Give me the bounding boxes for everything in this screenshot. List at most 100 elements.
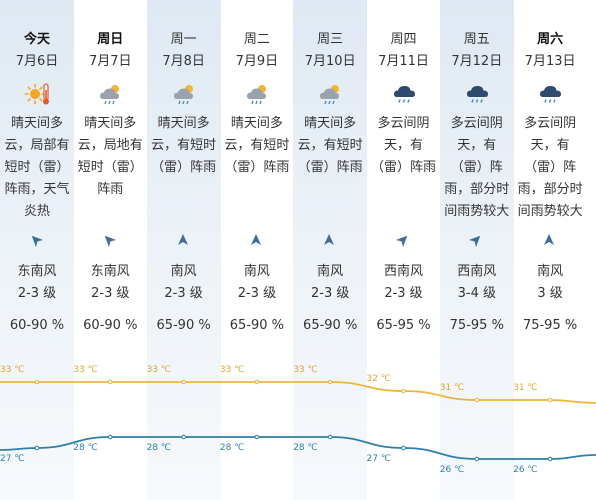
day-label: 今天 bbox=[23, 32, 50, 47]
column-band bbox=[293, 0, 368, 500]
cloud-rain-icon bbox=[464, 80, 492, 108]
low-temp-point bbox=[254, 434, 260, 440]
high-temp-label: 33 ℃ bbox=[0, 365, 25, 375]
high-temp-point bbox=[327, 379, 333, 385]
wind-level-label: 2-3 级 bbox=[237, 286, 277, 301]
wind-direction-label: 南风 bbox=[317, 264, 344, 279]
wind-direction-label: 东南风 bbox=[17, 264, 57, 279]
day-label: 周日 bbox=[97, 32, 124, 47]
column-band bbox=[0, 0, 74, 500]
low-temp-point bbox=[181, 434, 186, 440]
high-temp-label: 32 ℃ bbox=[366, 374, 391, 384]
date-label: 7月9日 bbox=[235, 54, 279, 69]
forecast-column: 周三 7月10日 晴天间多云，有短时（雷）阵雨 南风 2-3 级 65-90 % bbox=[293, 0, 367, 500]
day-label: 周四 bbox=[390, 32, 417, 47]
wind-direction-icon bbox=[395, 232, 411, 248]
date-label: 7月12日 bbox=[451, 54, 503, 69]
day-label: 周二 bbox=[243, 32, 270, 47]
cloud-rain-icon bbox=[537, 80, 565, 108]
wind-direction-label: 西南风 bbox=[457, 264, 497, 279]
day-label: 周六 bbox=[537, 32, 564, 47]
weather-description: 晴天间多云，有短时（雷）阵雨 bbox=[151, 116, 217, 175]
high-temp-line bbox=[0, 381, 596, 404]
day-label: 周一 bbox=[170, 32, 197, 47]
high-temp-point bbox=[108, 379, 113, 385]
date-label: 7月10日 bbox=[304, 54, 356, 69]
column-band bbox=[146, 0, 221, 500]
weather-description: 多云间阴天，有（雷）阵雨，部分时间雨势较大 bbox=[444, 116, 510, 219]
low-temp-point bbox=[401, 445, 406, 451]
humidity-label: 60-90 % bbox=[9, 318, 65, 333]
humidity-label: 65-90 % bbox=[156, 318, 211, 333]
humidity-label: 60-90 % bbox=[83, 318, 138, 333]
cloud-sun-rain-icon bbox=[97, 80, 125, 108]
cloud-sun-rain-icon bbox=[317, 80, 345, 108]
weather-description: 晴天间多云，局地有短时（雷）阵雨 bbox=[77, 116, 143, 197]
high-temp-label: 31 ℃ bbox=[439, 383, 465, 393]
low-temp-point bbox=[34, 445, 40, 451]
humidity-label: 65-90 % bbox=[229, 318, 285, 333]
wind-direction-icon bbox=[175, 232, 191, 248]
low-temp-label: 28 ℃ bbox=[293, 443, 318, 453]
day-label: 周三 bbox=[317, 32, 344, 47]
wind-level-label: 2-3 级 bbox=[384, 286, 423, 301]
wind-direction-label: 东南风 bbox=[90, 264, 130, 279]
forecast-column: 周五 7月12日多云间阴天，有（雷）阵雨，部分时间雨势较大西南风 3-4 级 75-9… bbox=[440, 0, 514, 500]
wind-direction-label: 西南风 bbox=[383, 264, 423, 279]
forecast-column: 周一 7月8日晴天间多云，有短时（雷）阵雨南风 2-3 级 65-90 % bbox=[147, 0, 221, 500]
weather-description: 多云间阴天，有（雷）阵雨 bbox=[370, 116, 436, 175]
date-label: 7月6日 bbox=[15, 54, 59, 69]
low-temp-point bbox=[547, 456, 553, 462]
low-temp-label: 27 ℃ bbox=[366, 454, 391, 464]
date-label: 7月13日 bbox=[524, 54, 576, 69]
humidity-label: 75-95 % bbox=[449, 318, 504, 333]
date-label: 7月7日 bbox=[89, 54, 132, 69]
high-temp-label: 33 ℃ bbox=[146, 365, 172, 375]
forecast-column: 周日 7月7日晴天间多云，局地有短时（雷）阵雨东南风 2-3 级 60-90 % bbox=[73, 0, 147, 500]
low-temp-label: 28 ℃ bbox=[219, 443, 245, 453]
day-label: 周五 bbox=[463, 32, 490, 47]
cloud-sun-rain-icon bbox=[244, 80, 272, 108]
wind-level-label: 2-3 级 bbox=[17, 286, 57, 301]
high-temp-point bbox=[474, 397, 480, 403]
low-temp-point bbox=[474, 456, 480, 462]
forecast-column: 今天 7月6日晴天间多云，局部有短时（雷）阵雨，天气炎热东南风 2-3 级 60-90… bbox=[0, 0, 74, 500]
wind-direction-icon bbox=[248, 232, 264, 248]
forecast-column: 周四 7月11日多云间阴天，有（雷）阵雨西南风 2-3 级 65-95 % bbox=[367, 0, 441, 500]
low-temp-point bbox=[327, 434, 333, 440]
wind-level-label: 2-3 级 bbox=[311, 286, 350, 301]
wind-direction-icon bbox=[321, 232, 337, 248]
low-temp-label: 27 ℃ bbox=[0, 454, 25, 464]
humidity-label: 75-95 % bbox=[522, 318, 578, 333]
forecast-column: 周二 7月9日 晴天间多云，有短时（雷）阵雨 南风 2-3 级 65-90 % bbox=[220, 0, 294, 500]
weather-description: 晴天间多云，有短时（雷）阵雨 bbox=[297, 116, 363, 175]
column-band bbox=[439, 0, 514, 500]
weather-description: 多云间阴天，有（雷）阵雨，部分时间雨势较大 bbox=[517, 116, 583, 219]
humidity-label: 65-95 % bbox=[376, 318, 431, 333]
high-temp-point bbox=[401, 388, 406, 394]
low-temp-label: 26 ℃ bbox=[513, 465, 538, 475]
wind-direction-icon bbox=[541, 232, 557, 248]
wind-direction-label: 南风 bbox=[537, 264, 564, 279]
cloud-rain-icon bbox=[391, 80, 419, 108]
date-label: 7月8日 bbox=[162, 54, 205, 69]
high-temp-label: 33 ℃ bbox=[73, 365, 98, 375]
wind-direction-label: 南风 bbox=[170, 264, 197, 279]
low-temp-label: 28 ℃ bbox=[73, 443, 98, 453]
wind-direction-icon bbox=[101, 232, 117, 248]
wind-level-label: 2-3 级 bbox=[91, 286, 130, 301]
weather-description: 晴天间多云，局部有短时（雷）阵雨，天气炎热 bbox=[4, 116, 70, 219]
low-temp-line bbox=[0, 436, 596, 460]
high-temp-point bbox=[181, 379, 186, 385]
high-temp-point bbox=[254, 379, 260, 385]
wind-level-label: 3-4 级 bbox=[457, 286, 496, 301]
high-temp-point bbox=[547, 397, 553, 403]
high-temp-label: 33 ℃ bbox=[219, 365, 245, 375]
wind-level-label: 2-3 级 bbox=[164, 286, 203, 301]
forecast-column: 周六 7月13日 多云间阴天，有（雷）阵雨，部分时间雨势较大 南风 3 级 75-95 % bbox=[513, 0, 587, 500]
date-label: 7月11日 bbox=[378, 54, 429, 69]
high-temp-point bbox=[34, 379, 40, 385]
low-temp-point bbox=[108, 434, 113, 440]
